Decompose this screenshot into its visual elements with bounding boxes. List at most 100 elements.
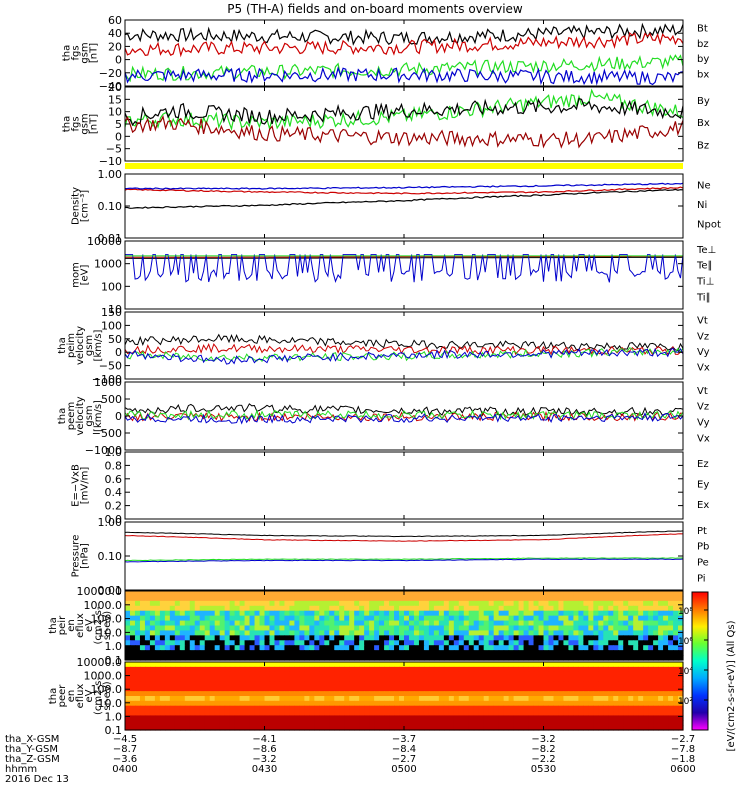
- colorbar-tick: 10⁸: [678, 607, 693, 617]
- y-tick-label: 0: [115, 410, 122, 423]
- y-tick-label: 1000.0: [84, 670, 123, 683]
- svg-text:Density: Density: [71, 187, 82, 225]
- y-tick-label: 20: [108, 40, 122, 53]
- y-tick-label: −10: [99, 155, 122, 168]
- svg-text:tha: tha: [62, 116, 73, 132]
- y-tick-label: 0: [115, 346, 122, 359]
- svg-text:[cm⁻³]: [cm⁻³]: [80, 190, 91, 222]
- svg-text:eflux: eflux: [75, 684, 86, 709]
- svg-text:velocity: velocity: [75, 396, 86, 435]
- y-tick-label: 0.1: [105, 654, 123, 667]
- legend-ne: Ne: [697, 181, 711, 192]
- legend-vt: Vt: [697, 316, 708, 327]
- x-row-label: tha_X-GSM: [5, 734, 59, 745]
- y-tick-label: 0.2: [105, 500, 123, 513]
- svg-text:sr-eV): sr-eV): [102, 611, 113, 640]
- series-line-ne: [125, 186, 683, 195]
- series-line-pt: [125, 530, 683, 538]
- svg-text:[eV/(cm2-s-sr-eV)] (All Qs): [eV/(cm2-s-sr-eV)] (All Qs): [726, 620, 737, 751]
- colorbar-gradient: [691, 591, 709, 731]
- x-row-value: 0600: [670, 764, 695, 775]
- y-tick-label: 60: [108, 14, 122, 27]
- x-row-value: −4.5: [113, 734, 137, 745]
- svg-text:tha: tha: [62, 45, 73, 61]
- y-tick-label: 1.00: [98, 168, 123, 181]
- x-row-label: hhmm: [5, 764, 37, 775]
- legend-vx: Vx: [697, 362, 710, 373]
- x-row-value: −1.8: [671, 754, 695, 765]
- colorbar-tick: 10⁶: [678, 637, 693, 647]
- x-row-value: −7.8: [671, 744, 695, 755]
- svg-text:[nT]: [nT]: [89, 43, 100, 63]
- series-line-vz: [125, 410, 683, 423]
- x-row-value: −4.1: [252, 734, 276, 745]
- svg-text:eV: eV: [84, 689, 95, 702]
- panel-10: 10000.01000.0100.010.01.00.1thapeerenefl…: [48, 656, 684, 737]
- panel-4: 10000 1000 100 10 mom[eV] Te⊥ Te∥ Ti⊥ Ti∥: [71, 235, 717, 316]
- panel-stack: 6040200−20−40thafgsgsm[nT]Btbzbybx201510…: [48, 14, 721, 737]
- legend-pb: Pb: [697, 542, 709, 553]
- x-row-value: −8.2: [531, 744, 555, 755]
- legend-vt: Vt: [697, 386, 708, 397]
- legend-bx: bx: [697, 70, 709, 81]
- legend-pt: Pt: [697, 526, 707, 537]
- series-line-vy: [125, 409, 683, 421]
- panel-frame: [124, 521, 684, 591]
- y-tick-label: −500: [92, 427, 122, 440]
- panel-3-series: [125, 182, 683, 209]
- y-tick-label: 10.0: [98, 626, 123, 639]
- y-tick-label: 0: [115, 54, 122, 67]
- panel-frame: [124, 381, 684, 451]
- x-row-value: −8.4: [392, 744, 416, 755]
- svg-text:velocity: velocity: [75, 326, 86, 365]
- svg-text:fgs: fgs: [71, 116, 82, 131]
- legend-bt: Bt: [697, 24, 708, 35]
- y-tick-label: 0.4: [105, 486, 123, 499]
- series-line-ti⊥: [125, 254, 683, 283]
- x-row-value: −2.7: [671, 734, 695, 745]
- y-tick-label: 10: [108, 106, 122, 119]
- x-date: 2016 Dec 13: [5, 774, 69, 785]
- svg-text:sr-eV): sr-eV): [102, 681, 113, 710]
- y-tick-label: 1000.0: [84, 599, 123, 612]
- svg-text:en: en: [66, 619, 77, 632]
- panel-frame: [124, 86, 684, 162]
- x-row-label: tha_Z-GSM: [5, 754, 60, 765]
- series-line-vz: [125, 342, 683, 356]
- y-axis-label: mom[eV]: [71, 262, 91, 288]
- panel-3: 1.00 0.10 0.01 Density[cm⁻³] Ne Ni Npot: [71, 168, 721, 245]
- panel-1-series: [125, 22, 683, 86]
- series-line-vy: [125, 347, 683, 363]
- y-tick-label: 1.0: [105, 710, 123, 723]
- legend-bx: Bx: [697, 118, 710, 129]
- svg-text:en: en: [66, 690, 77, 703]
- y-tick-label: 1.0: [105, 640, 123, 653]
- svg-text:[km/s]: [km/s]: [93, 329, 104, 361]
- svg-text:[nPa]: [nPa]: [80, 543, 91, 569]
- x-axis-labels: tha_X-GSM −4.5 −4.1 −3.7 −3.2 −2.7 tha_Y-GSM −8…: [5, 734, 696, 785]
- y-tick-label: 10000.0: [77, 585, 123, 598]
- colorbar-tick: 10²: [678, 697, 693, 707]
- svg-text:gsm: gsm: [80, 42, 91, 63]
- colorbar-label: [eV/(cm2-s-sr-eV)] (All Qs): [726, 620, 737, 751]
- svg-text:fgs: fgs: [71, 45, 82, 60]
- y-tick-label: −5: [106, 143, 122, 156]
- y-tick-label: 100: [101, 280, 122, 293]
- x-row-value: −2.7: [392, 754, 416, 765]
- svg-text:tha: tha: [48, 688, 59, 704]
- panel-frame: [124, 240, 684, 310]
- series-line-vx: [125, 412, 683, 425]
- x-row-value: 0530: [531, 764, 556, 775]
- legend-ez: Ez: [697, 459, 709, 470]
- legend-pe: Pe: [697, 557, 709, 568]
- x-row-value: −2.2: [531, 754, 555, 765]
- y-tick-label: 10000: [87, 235, 122, 248]
- legend-te⊥: Te⊥: [696, 245, 716, 256]
- series-line-npot: [125, 182, 683, 190]
